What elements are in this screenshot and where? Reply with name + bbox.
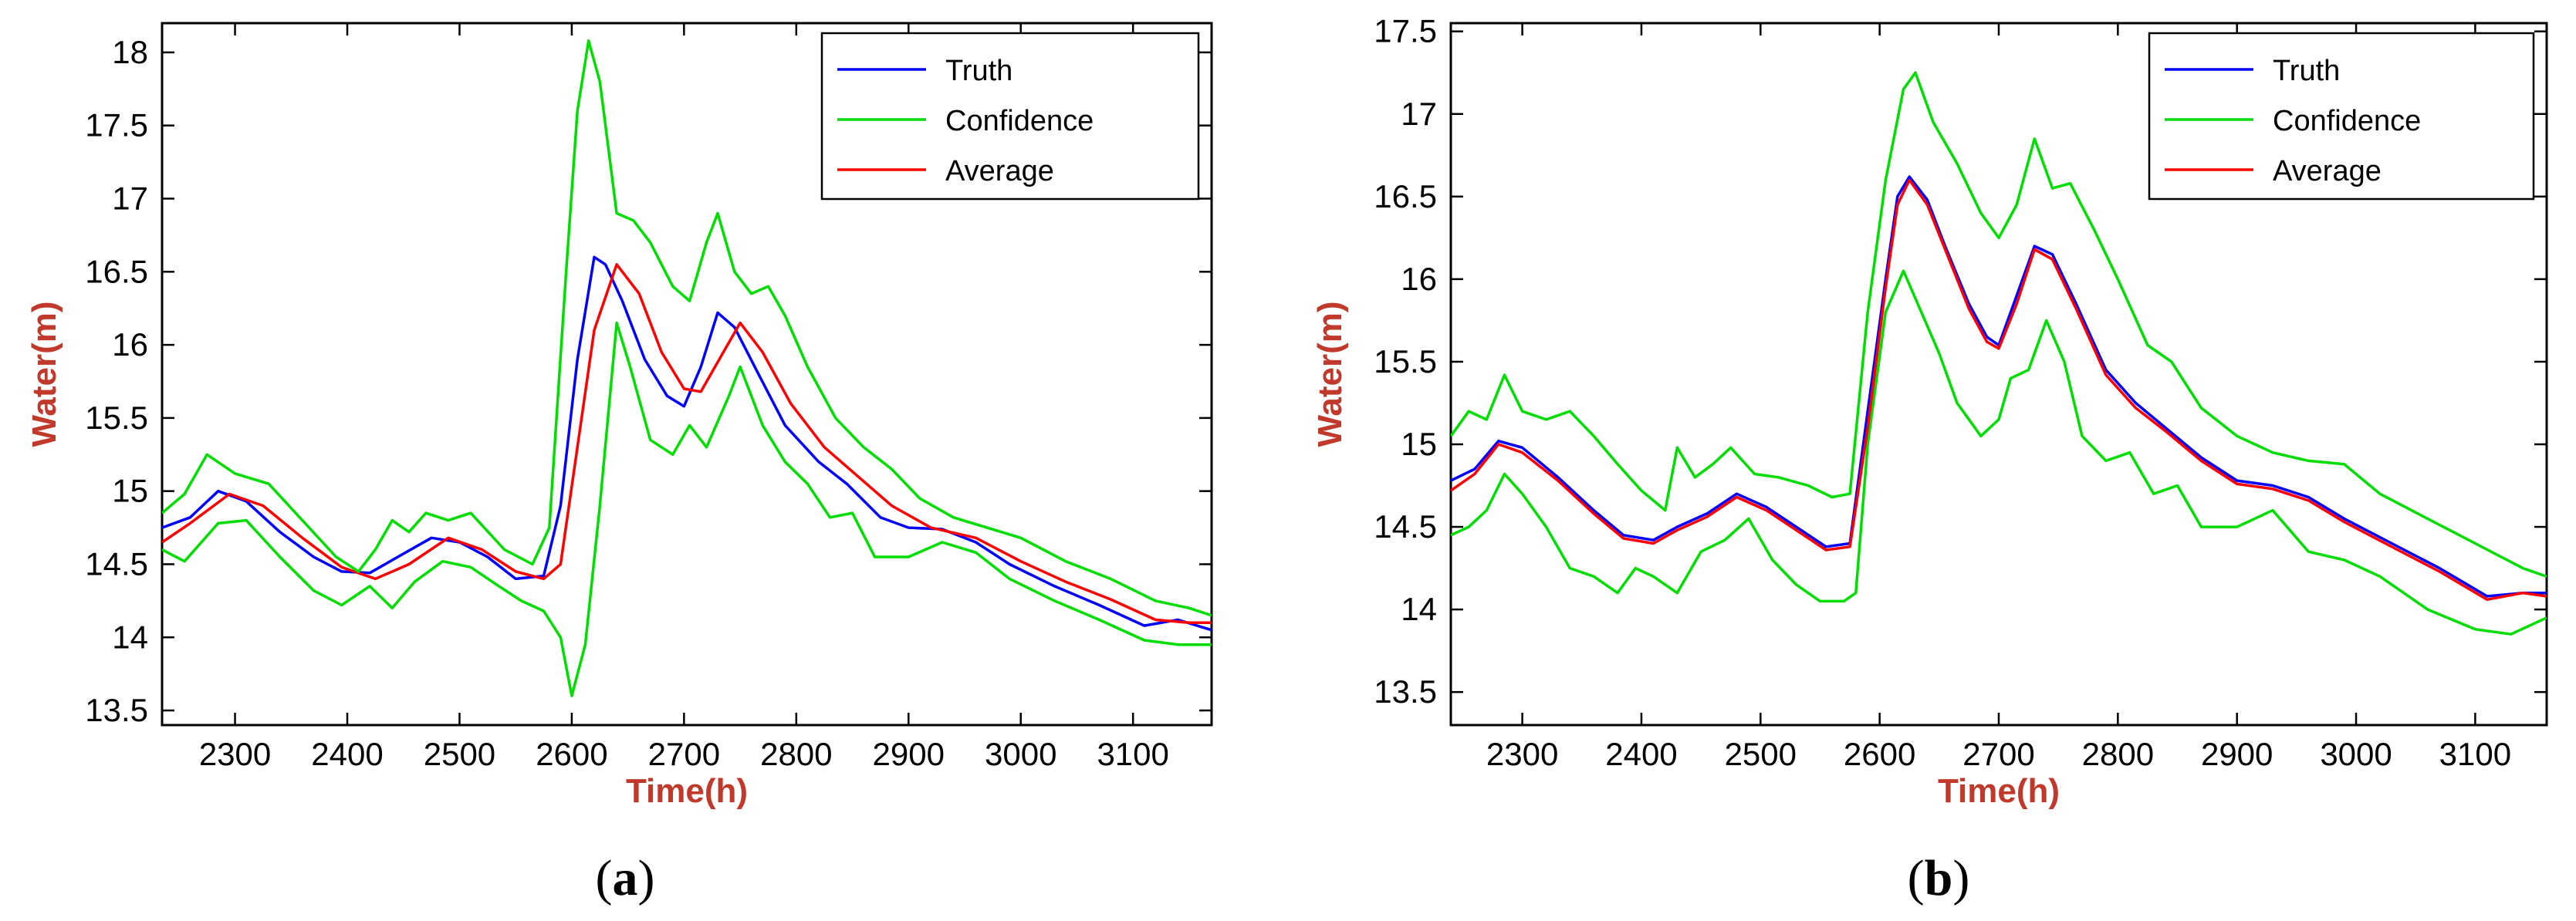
y-ticks-a: 13.5 14 14.5 15 15.5 16 16.5 17 17.5 18	[85, 34, 1212, 728]
x-tick-label: 2600	[1844, 736, 1915, 772]
caption-a: (a)	[596, 850, 655, 906]
x-axis-label-b: Time(h)	[1938, 772, 2060, 810]
x-tick-label: 2900	[2201, 736, 2273, 772]
y-tick-label: 15.5	[1374, 343, 1437, 380]
x-tick-label: 2500	[1725, 736, 1797, 772]
y-tick-label: 15	[1401, 426, 1437, 462]
series-b	[1451, 71, 2547, 636]
y-tick-label: 15	[112, 473, 148, 509]
x-ticks-b: 2300 2400 2500 2600 2700 2800 2900 3000 3100	[1486, 23, 2511, 772]
panel-b: 13.5 14 14.5 15 15.5 16 16.5 17 17.5 2300 2400 250…	[1311, 13, 2548, 906]
y-ticks-b: 13.5 14 14.5 15 15.5 16 16.5 17 17.5	[1374, 13, 2547, 710]
x-tick-label: 3100	[1097, 736, 1168, 772]
series-line-truth	[162, 255, 1212, 632]
x-tick-label: 2300	[199, 736, 271, 772]
series-line-confidence	[162, 39, 1212, 617]
y-tick-label: 16.5	[1374, 178, 1437, 214]
y-tick-label: 16	[1401, 261, 1437, 297]
legend-box-b	[2148, 32, 2535, 201]
legend-box-a	[820, 32, 1200, 201]
series-line-confidence	[1451, 269, 2547, 636]
y-tick-label: 13.5	[1374, 673, 1437, 710]
x-tick-label: 2900	[873, 736, 945, 772]
series-a	[162, 39, 1212, 697]
legend-b: Truth Confidence Average	[2148, 32, 2535, 201]
legend-average-label-a: Average	[945, 155, 1054, 187]
legend-average-label-b: Average	[2273, 155, 2382, 187]
x-tick-label: 2400	[311, 736, 383, 772]
x-ticks-a: 2300 2400 2500 2600 2700 2800 2900 3000 3100	[199, 23, 1169, 772]
x-tick-label: 3000	[2320, 736, 2392, 772]
legend-truth-label-b: Truth	[2273, 55, 2340, 87]
y-tick-label: 14.5	[1374, 508, 1437, 545]
legend-truth-label-a: Truth	[945, 55, 1012, 87]
x-tick-label: 2300	[1486, 736, 1558, 772]
series-line-confidence	[1451, 71, 2547, 578]
x-tick-label: 2400	[1605, 736, 1677, 772]
y-tick-label: 17.5	[1374, 13, 1437, 49]
x-tick-label: 3100	[2439, 736, 2511, 772]
x-axis-label-a: Time(h)	[626, 772, 748, 810]
x-tick-label: 2500	[424, 736, 495, 772]
y-tick-label: 14	[1401, 591, 1437, 627]
x-tick-label: 2800	[760, 736, 832, 772]
y-tick-label: 13.5	[85, 692, 148, 728]
x-tick-label: 2700	[648, 736, 720, 772]
y-axis-label-a: Water(m)	[25, 301, 63, 447]
legend-confidence-label-a: Confidence	[945, 105, 1094, 137]
x-tick-label: 3000	[985, 736, 1056, 772]
series-line-average	[162, 263, 1212, 625]
y-tick-label: 18	[112, 34, 148, 70]
y-tick-label: 16.5	[85, 253, 148, 289]
y-tick-label: 14.5	[85, 545, 148, 582]
y-axis-label-b: Water(m)	[1311, 301, 1349, 447]
series-line-average	[1451, 178, 2547, 602]
x-tick-label: 2700	[1962, 736, 2034, 772]
y-tick-label: 17.5	[85, 107, 148, 143]
x-tick-label: 2600	[536, 736, 607, 772]
legend-confidence-label-b: Confidence	[2273, 105, 2421, 137]
y-tick-label: 17	[112, 180, 148, 217]
legend-a: Truth Confidence Average	[820, 32, 1200, 201]
y-tick-label: 17	[1401, 96, 1437, 132]
y-tick-label: 15.5	[85, 400, 148, 436]
caption-b: (b)	[1908, 850, 1970, 906]
x-tick-label: 2800	[2082, 736, 2154, 772]
y-tick-label: 14	[112, 619, 148, 655]
series-line-confidence	[162, 321, 1212, 697]
y-tick-label: 16	[112, 326, 148, 363]
